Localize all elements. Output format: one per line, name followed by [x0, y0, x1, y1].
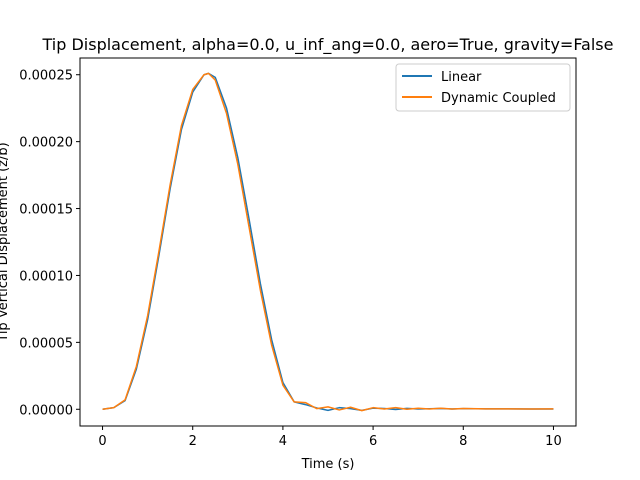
y-tick-label: 0.00000 [19, 403, 73, 418]
y-axis-label: Tip Vertical Displacement (z/b) [0, 142, 11, 342]
legend-label-linear: Linear [441, 70, 482, 85]
y-tick-label: 0.00015 [19, 203, 73, 218]
y-tick-label: 0.00005 [19, 336, 73, 351]
series-line-dynamic-coupled [102, 72, 554, 412]
x-tick-label: 0 [98, 434, 106, 449]
x-tick-label: 10 [545, 434, 562, 449]
x-axis-label: Time (s) [301, 457, 355, 472]
legend-label-dynamic-coupled: Dynamic Coupled [441, 91, 556, 106]
x-tick-label: 6 [369, 434, 377, 449]
y-tick-label: 0.00020 [19, 136, 73, 151]
y-tick-label: 0.00010 [19, 269, 73, 284]
plot-frame [79, 57, 577, 427]
x-tick-label: 2 [189, 434, 197, 449]
x-axis: 0 2 4 6 8 10 [98, 426, 562, 449]
legend-box [395, 63, 571, 112]
series-layer [102, 72, 554, 412]
legend: Linear Dynamic Coupled [395, 63, 571, 112]
y-axis: 0.00000 0.00005 0.00010 0.00015 0.00020 0.000… [19, 69, 80, 418]
y-tick-label: 0.00025 [19, 69, 73, 84]
chart-title: Tip Displacement, alpha=0.0, u_inf_ang=0… [42, 35, 614, 55]
x-tick-label: 4 [279, 434, 287, 449]
x-tick-label: 8 [459, 434, 467, 449]
